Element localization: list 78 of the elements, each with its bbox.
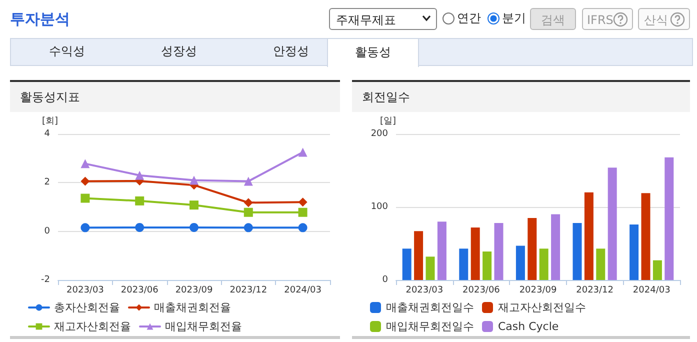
bar bbox=[528, 218, 537, 280]
legend-label: Cash Cycle bbox=[498, 320, 559, 333]
bar bbox=[608, 168, 617, 280]
text: 검색 bbox=[530, 8, 576, 30]
x-tick-label: 2024/03 bbox=[284, 286, 322, 296]
bar bbox=[551, 214, 560, 280]
chart-title: 회전일수 bbox=[352, 80, 690, 112]
point bbox=[298, 148, 308, 157]
point bbox=[298, 223, 308, 232]
legend-label: 매입채무회전일수 bbox=[386, 320, 474, 333]
y-axis-title: [회] bbox=[42, 116, 58, 126]
point bbox=[244, 198, 253, 208]
y-tick-label: 2 bbox=[44, 178, 50, 188]
legend-label: 재고자산회전율 bbox=[54, 320, 131, 333]
x-tick-label: 2023/06 bbox=[462, 286, 500, 296]
point bbox=[298, 198, 308, 207]
bar bbox=[596, 248, 606, 280]
point bbox=[190, 222, 198, 232]
bar bbox=[630, 224, 639, 280]
y-tick-label: 4 bbox=[44, 129, 50, 139]
point bbox=[244, 223, 253, 232]
text: 수익성 bbox=[48, 43, 86, 60]
x-tick-label: 2023/03 bbox=[66, 286, 104, 296]
x-tick-label: 2023/09 bbox=[175, 286, 213, 296]
text: 활동성 bbox=[327, 38, 419, 67]
bar bbox=[584, 192, 594, 280]
point bbox=[298, 208, 308, 217]
text: 성장성 bbox=[160, 43, 198, 60]
legend-label: 총자산회전율 bbox=[54, 301, 120, 314]
text: 연간 bbox=[457, 10, 481, 27]
text: 투자분석 bbox=[10, 10, 70, 29]
bar bbox=[572, 223, 582, 280]
point bbox=[80, 223, 90, 232]
point bbox=[244, 176, 253, 186]
legend-label: 매입채무회전율 bbox=[165, 320, 242, 333]
bar bbox=[482, 252, 492, 280]
x-tick-label: 2023/06 bbox=[120, 286, 159, 296]
bar bbox=[641, 193, 650, 280]
bar bbox=[516, 246, 525, 280]
y-tick-label: 0 bbox=[44, 226, 50, 236]
x-tick-label: 2023/09 bbox=[519, 286, 557, 296]
chart-title: 활동성지표 bbox=[10, 80, 340, 112]
text: 분기 bbox=[502, 10, 526, 27]
point bbox=[80, 194, 90, 203]
bar bbox=[470, 227, 480, 280]
text: 주재무제표 bbox=[329, 8, 437, 30]
y-tick-label: -2 bbox=[41, 275, 50, 285]
y-tick-label: 100 bbox=[370, 202, 388, 212]
x-tick-label: 2023/12 bbox=[576, 286, 614, 296]
bar bbox=[437, 222, 446, 280]
point bbox=[80, 159, 90, 168]
text: 산식 bbox=[638, 8, 690, 30]
x-tick-label: 2023/03 bbox=[406, 286, 444, 296]
bar bbox=[652, 260, 662, 280]
point bbox=[190, 176, 198, 185]
x-tick-label: 2024/03 bbox=[632, 286, 670, 296]
bar bbox=[459, 248, 468, 280]
x-tick-label: 2023/12 bbox=[230, 286, 268, 296]
text: IFRS bbox=[582, 8, 633, 30]
bar bbox=[539, 248, 548, 280]
point bbox=[244, 208, 253, 217]
point bbox=[135, 170, 144, 180]
point bbox=[80, 176, 90, 186]
y-tick-label: 0 bbox=[382, 275, 388, 285]
y-tick-label: 200 bbox=[370, 129, 388, 139]
bar bbox=[426, 256, 435, 280]
legend-label: 매출채권회전율 bbox=[154, 301, 231, 314]
legend-label: 재고자산회전일수 bbox=[498, 301, 586, 314]
bar bbox=[414, 231, 424, 280]
bar bbox=[664, 157, 674, 280]
y-axis-title: [일] bbox=[380, 116, 396, 126]
text: 안정성 bbox=[272, 43, 310, 60]
bar bbox=[402, 248, 412, 280]
point bbox=[135, 222, 144, 232]
point bbox=[135, 196, 144, 206]
legend-label: 매출채권회전일수 bbox=[386, 301, 474, 314]
bar bbox=[494, 223, 504, 280]
point bbox=[190, 200, 198, 210]
